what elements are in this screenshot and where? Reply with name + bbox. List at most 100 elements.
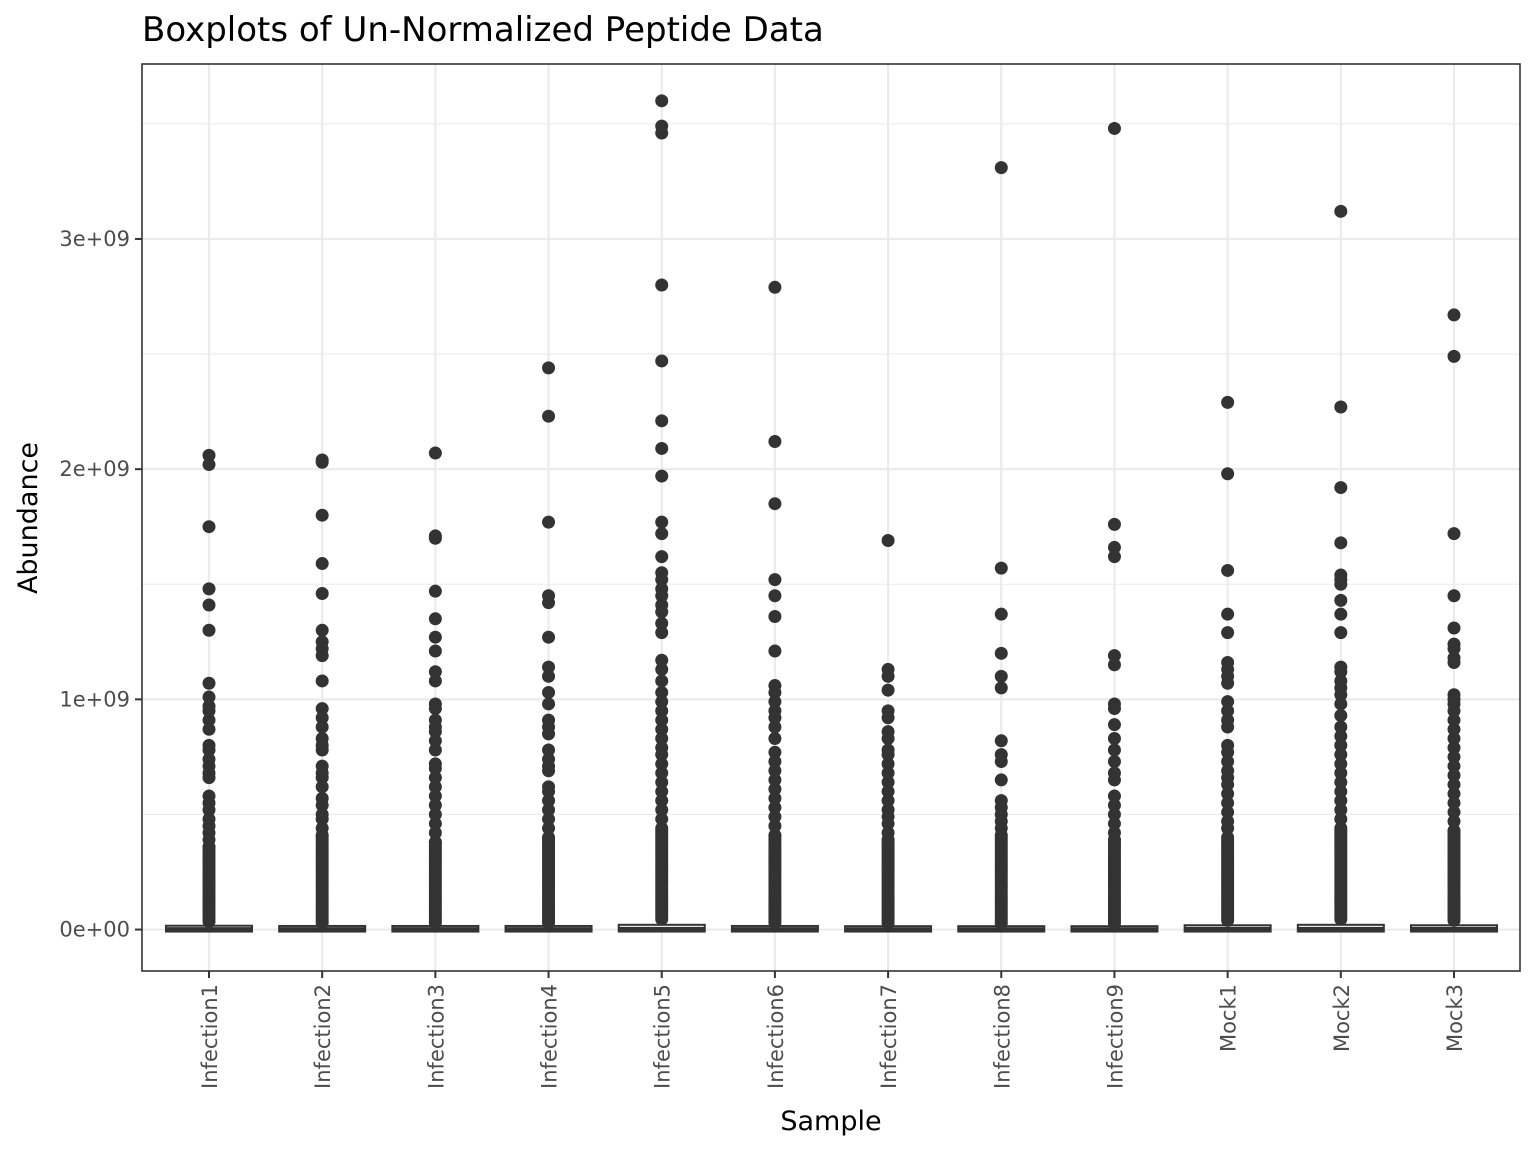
outlier-point bbox=[994, 734, 1008, 748]
x-tick-label: Infection8 bbox=[990, 984, 1014, 1089]
outlier-point bbox=[1107, 833, 1121, 847]
outlier-point bbox=[655, 469, 669, 483]
outlier-point bbox=[655, 695, 669, 709]
outlier-point bbox=[655, 278, 669, 292]
outlier-point bbox=[202, 676, 216, 690]
outlier-point bbox=[1221, 695, 1235, 709]
outlier-point bbox=[655, 616, 669, 630]
outlier-point bbox=[994, 681, 1008, 695]
outliers-Infection5 bbox=[655, 94, 669, 926]
outlier-point bbox=[768, 745, 782, 759]
grid bbox=[142, 64, 1520, 971]
outlier-point bbox=[768, 764, 782, 778]
y-tick-label: 2e+09 bbox=[59, 457, 130, 481]
outlier-point bbox=[1221, 821, 1235, 835]
outlier-point bbox=[1334, 481, 1348, 495]
outlier-point bbox=[768, 731, 782, 745]
outlier-point bbox=[1107, 540, 1121, 554]
outlier-point bbox=[655, 354, 669, 368]
outlier-point bbox=[994, 561, 1008, 575]
outlier-point bbox=[1221, 676, 1235, 690]
outlier-point bbox=[1447, 805, 1461, 819]
outlier-point bbox=[428, 674, 442, 688]
outlier-point bbox=[994, 830, 1008, 844]
outlier-point bbox=[202, 840, 216, 854]
outlier-point bbox=[315, 798, 329, 812]
outlier-point bbox=[655, 662, 669, 676]
outliers-Mock1 bbox=[1221, 395, 1235, 927]
outlier-point bbox=[202, 743, 216, 757]
outliers bbox=[202, 94, 1461, 930]
outlier-point bbox=[1447, 527, 1461, 541]
outlier-point bbox=[428, 817, 442, 831]
outlier-point bbox=[655, 414, 669, 428]
outlier-point bbox=[994, 607, 1008, 621]
panel-border bbox=[141, 63, 1521, 972]
outlier-point bbox=[881, 766, 895, 780]
outlier-point bbox=[1447, 768, 1461, 782]
outlier-point bbox=[655, 704, 669, 718]
outlier-point bbox=[655, 605, 669, 619]
outlier-point bbox=[1334, 748, 1348, 762]
outlier-point bbox=[655, 794, 669, 808]
outlier-point bbox=[768, 810, 782, 824]
outlier-point bbox=[1447, 759, 1461, 773]
outlier-point bbox=[428, 644, 442, 658]
outlier-point bbox=[655, 685, 669, 699]
outlier-point bbox=[202, 690, 216, 704]
outlier-point bbox=[768, 711, 782, 725]
outlier-point bbox=[315, 702, 329, 716]
outlier-point bbox=[315, 830, 329, 844]
outlier-point bbox=[1447, 814, 1461, 828]
outlier-point bbox=[1334, 593, 1348, 607]
outlier-point bbox=[1334, 803, 1348, 817]
outlier-point bbox=[768, 435, 782, 449]
outlier-point bbox=[881, 534, 895, 548]
outlier-point bbox=[655, 722, 669, 736]
outlier-point bbox=[1107, 731, 1121, 745]
outlier-point bbox=[1334, 775, 1348, 789]
outlier-point bbox=[655, 515, 669, 529]
outlier-point bbox=[428, 446, 442, 460]
outlier-point bbox=[542, 409, 556, 423]
outlier-point bbox=[1221, 778, 1235, 792]
outlier-point bbox=[881, 817, 895, 831]
outlier-point bbox=[428, 734, 442, 748]
outlier-point bbox=[315, 455, 329, 469]
outlier-point bbox=[315, 812, 329, 826]
outlier-point bbox=[1447, 656, 1461, 670]
outlier-point bbox=[428, 725, 442, 739]
outlier-point bbox=[1447, 741, 1461, 755]
outlier-point bbox=[768, 819, 782, 833]
outlier-point bbox=[881, 784, 895, 798]
outlier-point bbox=[1334, 720, 1348, 734]
outlier-point bbox=[1221, 626, 1235, 640]
outlier-point bbox=[1334, 738, 1348, 752]
outlier-point bbox=[202, 448, 216, 462]
outlier-point bbox=[542, 784, 556, 798]
outlier-point bbox=[315, 720, 329, 734]
outlier-point bbox=[1334, 626, 1348, 640]
outlier-point bbox=[1221, 796, 1235, 810]
x-tick-label: Infection4 bbox=[538, 984, 562, 1089]
x-tick-label: Infection3 bbox=[424, 984, 448, 1089]
outlier-point bbox=[768, 755, 782, 769]
outlier-point bbox=[881, 833, 895, 847]
outlier-point bbox=[542, 630, 556, 644]
outlier-point bbox=[542, 803, 556, 817]
outliers-Infection2 bbox=[315, 453, 329, 930]
outlier-point bbox=[768, 644, 782, 658]
outlier-point bbox=[428, 798, 442, 812]
outlier-point bbox=[881, 711, 895, 725]
outlier-point bbox=[428, 836, 442, 850]
outlier-point bbox=[315, 771, 329, 785]
outlier-point bbox=[1334, 204, 1348, 218]
outlier-point bbox=[542, 833, 556, 847]
outlier-point bbox=[1107, 718, 1121, 732]
outliers-Infection1 bbox=[202, 448, 216, 929]
outlier-point bbox=[1221, 720, 1235, 734]
outlier-point bbox=[1447, 750, 1461, 764]
outlier-point bbox=[428, 531, 442, 545]
outlier-point bbox=[542, 727, 556, 741]
y-tick-label: 3e+09 bbox=[59, 227, 130, 251]
